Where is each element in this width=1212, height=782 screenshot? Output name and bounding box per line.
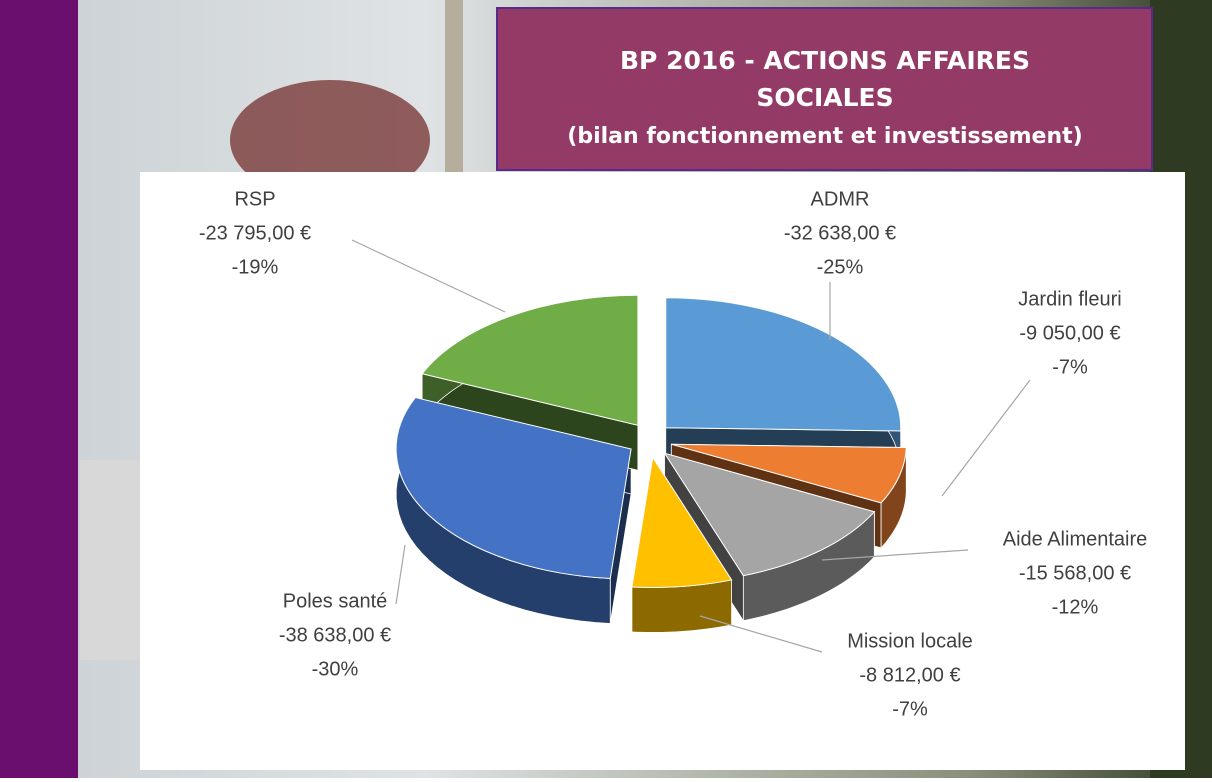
value-label: -23 795,00 € <box>199 222 311 244</box>
slice <box>421 294 639 426</box>
title-line: (bilan fonctionnement et investissement) <box>567 124 1082 149</box>
side-bar <box>0 0 78 778</box>
leader-line <box>821 549 969 561</box>
slice <box>663 452 876 577</box>
percent-label: -7% <box>892 698 928 720</box>
pole <box>445 0 463 180</box>
slice <box>665 297 902 432</box>
percent-label: -19% <box>232 256 279 278</box>
slice <box>631 456 733 588</box>
tree <box>230 80 430 200</box>
chart-area <box>140 172 1185 770</box>
category-label: Mission locale <box>847 630 973 652</box>
percent-label: -7% <box>1052 356 1088 378</box>
title-line: BP 2016 - ACTIONS AFFAIRES <box>620 46 1030 75</box>
leader-line <box>395 544 406 605</box>
title: BP 2016 - ACTIONS AFFAIRES SOCIALES (bil… <box>567 46 1082 149</box>
value-label: -9 050,00 € <box>1019 322 1120 344</box>
value-label: -8 812,00 € <box>859 664 960 686</box>
category-label: Jardin fleuri <box>1018 288 1121 310</box>
leader-line <box>699 615 823 653</box>
slice <box>671 443 907 504</box>
value-label: -32 638,00 € <box>784 222 896 244</box>
title-line: SOCIALES <box>756 83 893 112</box>
category-label: Poles santé <box>283 590 388 612</box>
pie <box>395 294 907 633</box>
percent-label: -30% <box>312 658 359 680</box>
category-label: RSP <box>234 188 275 210</box>
percent-label: -12% <box>1052 596 1099 618</box>
slice <box>395 396 632 580</box>
leader-line <box>941 379 1031 497</box>
percent-label: -25% <box>817 256 864 278</box>
title-box <box>496 7 1153 171</box>
leader-line <box>351 239 506 313</box>
category-label: ADMR <box>811 188 870 210</box>
category-label: Aide Alimentaire <box>1003 528 1148 550</box>
building <box>80 460 140 660</box>
value-label: -15 568,00 € <box>1019 562 1131 584</box>
value-label: -38 638,00 € <box>279 624 391 646</box>
